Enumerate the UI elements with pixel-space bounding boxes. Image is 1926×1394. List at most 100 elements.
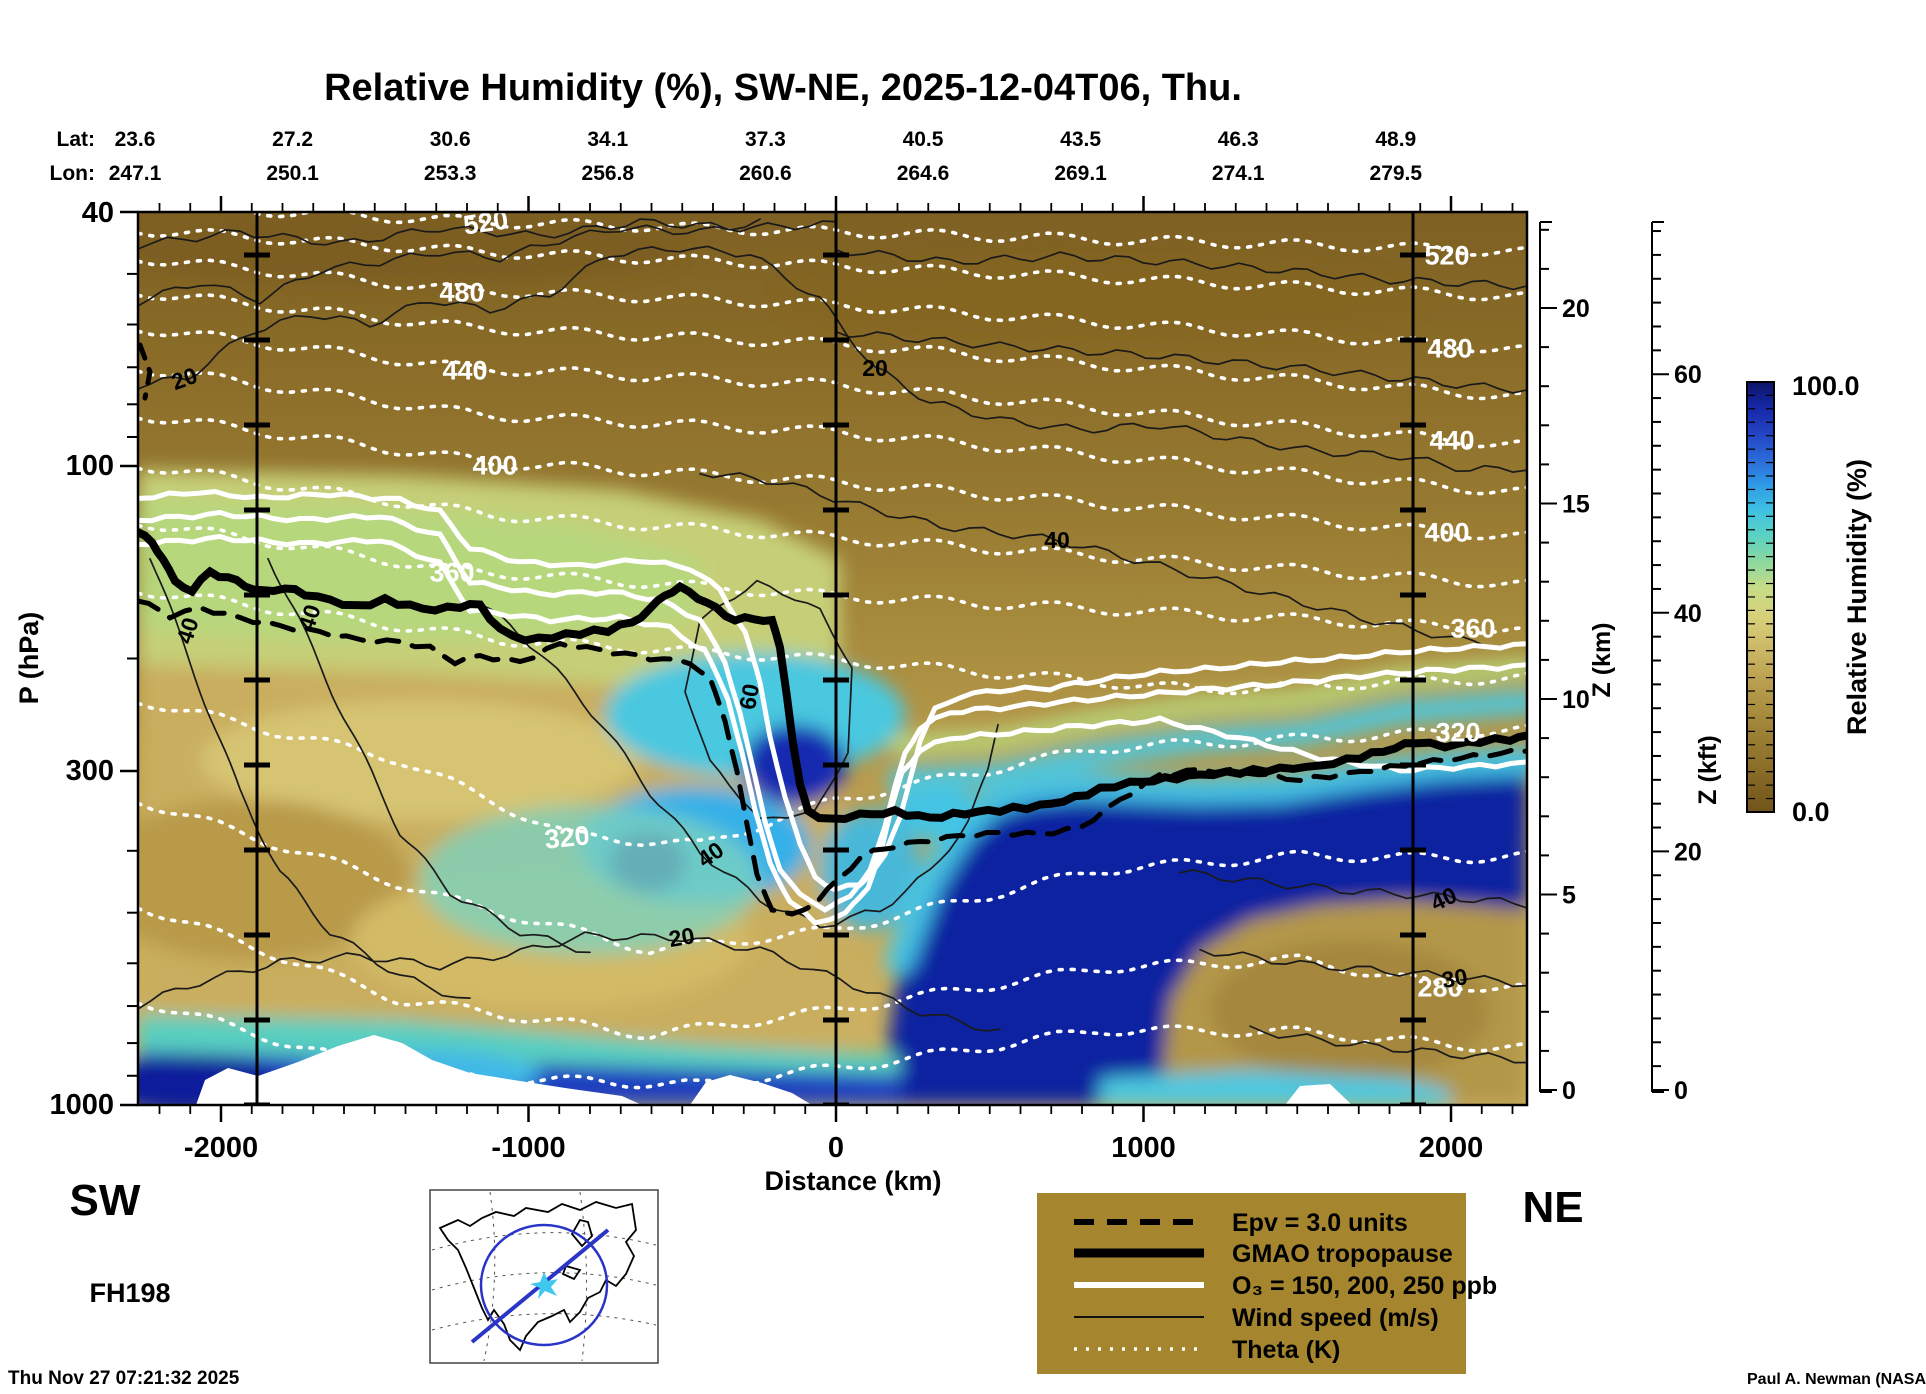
tropopause-line — [138, 528, 1527, 824]
contour-label: 30 — [1440, 963, 1470, 993]
z-km-tick-label: 0 — [1562, 1077, 1576, 1105]
colorbar-min-label: 0.0 — [1792, 797, 1830, 827]
contour-label: 280 — [1417, 972, 1462, 1002]
contour-label: 400 — [1424, 517, 1469, 547]
contour-label: 360 — [429, 557, 474, 587]
field-region — [780, 258, 1420, 342]
z-kft-tick-label: 0 — [1674, 1077, 1688, 1105]
map-center-star-icon — [530, 1272, 558, 1299]
lon-value: 260.6 — [739, 162, 792, 185]
lat-value: 30.6 — [430, 128, 471, 151]
contour-label: 320 — [1435, 717, 1480, 747]
pressure-axis-title: P (hPa) — [14, 612, 44, 705]
pressure-tick-label: 40 — [82, 197, 114, 229]
z-kft-tick-label: 40 — [1674, 600, 1702, 628]
legend: Epv = 3.0 units GMAO tropopause O₃ = 150, … — [1037, 1193, 1497, 1374]
contour-label: 480 — [439, 277, 484, 307]
contour-label: 440 — [442, 355, 487, 385]
z-km-axis-title: Z (km) — [1588, 623, 1616, 698]
forecast-hour-label: FH198 — [89, 1278, 170, 1308]
z-km-tick-label: 20 — [1562, 295, 1590, 323]
rh-color-field — [138, 212, 1527, 1105]
legend-label-theta: Theta (K) — [1232, 1336, 1340, 1364]
distance-tick-label: -1000 — [491, 1132, 565, 1164]
contour-label: 480 — [1427, 333, 1472, 363]
distance-axis-title: Distance (km) — [764, 1166, 941, 1196]
contour-label: 440 — [1429, 425, 1474, 455]
theta-contour — [138, 801, 1527, 956]
field-region — [1210, 940, 1490, 1080]
contour-label: 60 — [734, 682, 764, 712]
map-section-circle — [479, 1223, 609, 1347]
legend-label-o3: O₃ = 150, 200, 250 ppb — [1232, 1272, 1497, 1300]
credit-text: Paul A. Newman (NASA — [1747, 1371, 1926, 1388]
pressure-tick-label: 100 — [66, 450, 114, 482]
legend-label-wind: Wind speed (m/s) — [1232, 1304, 1439, 1332]
lat-value: 43.5 — [1060, 128, 1101, 151]
contour-label: 520 — [461, 205, 510, 241]
pressure-tick-label: 1000 — [49, 1089, 114, 1121]
wind-contour — [267, 557, 591, 954]
wind-contour — [138, 218, 761, 307]
lat-value: 27.2 — [272, 128, 313, 151]
ozone-contour — [138, 509, 1527, 913]
field-region — [420, 805, 760, 955]
contour-label: 520 — [1424, 240, 1469, 270]
figure-title: Relative Humidity (%), SW-NE, 2025-12-04… — [324, 67, 1242, 109]
z-km-tick-label: 15 — [1562, 491, 1590, 519]
legend-label-tropopause: GMAO tropopause — [1232, 1240, 1453, 1268]
terrain-mask — [1285, 1084, 1352, 1105]
legend-label-epv: Epv = 3.0 units — [1232, 1209, 1408, 1237]
lon-value: 253.3 — [424, 162, 477, 185]
distance-tick-label: 1000 — [1111, 1132, 1176, 1164]
map-inset — [429, 1189, 659, 1364]
distance-tick-label: 2000 — [1419, 1132, 1484, 1164]
field-region — [138, 1015, 900, 1075]
theta-contour — [138, 701, 1527, 848]
wind-contour — [138, 245, 1527, 473]
theta-contour — [149, 212, 1527, 257]
wind-contour — [1179, 869, 1527, 909]
field-band — [887, 689, 1527, 793]
z-kft-tick-label: 20 — [1674, 838, 1702, 866]
distance-tick-label: -2000 — [184, 1132, 258, 1164]
lon-value: 250.1 — [266, 162, 319, 185]
contour-lines — [138, 212, 1527, 1105]
lat-value: 48.9 — [1375, 128, 1416, 151]
ozone-contour — [138, 488, 1527, 893]
lon-value: 279.5 — [1370, 162, 1423, 185]
field-region — [200, 700, 640, 820]
lat-value: 34.1 — [587, 128, 628, 151]
z-km-tick-label: 10 — [1562, 686, 1590, 714]
terrain-mask — [196, 1035, 642, 1105]
colorbar — [1746, 381, 1775, 813]
contour-label: 320 — [543, 820, 591, 855]
wind-contour — [1199, 948, 1527, 988]
contour-label: 20 — [667, 922, 697, 952]
lat-value: 23.6 — [115, 128, 156, 151]
z-km-tick-label: 5 — [1562, 882, 1576, 910]
lat-value: 40.5 — [903, 128, 944, 151]
z-kft-tick-label: 60 — [1674, 361, 1702, 389]
field-blobs — [138, 216, 1527, 1105]
contour-labels: 520 480 440 400 360 320 520 480 440 400 360 320 280 2… — [168, 205, 1496, 1002]
wind-contour — [699, 472, 1527, 648]
lon-value: 256.8 — [582, 162, 635, 185]
wind-contour — [138, 931, 1001, 1032]
corner-label-ne: NE — [1522, 1183, 1583, 1232]
z-kft-axis-title: Z (kft) — [1694, 735, 1722, 804]
pressure-tick-label: 300 — [66, 755, 114, 787]
colorbar-max-label: 100.0 — [1792, 371, 1860, 401]
wind-contour — [479, 603, 999, 929]
lon-value: 269.1 — [1054, 162, 1107, 185]
ozone-contour — [138, 533, 1527, 926]
corner-label-sw: SW — [70, 1176, 141, 1225]
lat-value: 46.3 — [1218, 128, 1259, 151]
field-region — [1100, 1070, 1450, 1105]
lon-value: 247.1 — [109, 162, 162, 185]
lon-value: 274.1 — [1212, 162, 1265, 185]
contour-label: 400 — [472, 450, 517, 480]
run-timestamp: Thu Nov 27 07:21:32 2025 — [8, 1368, 240, 1389]
epv-contour — [138, 342, 153, 401]
